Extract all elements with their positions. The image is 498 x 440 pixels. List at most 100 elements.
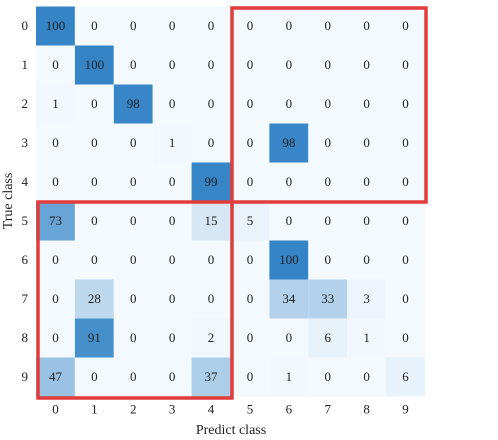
highlight-box	[230, 6, 428, 204]
cell-label: 0	[325, 57, 332, 72]
cell	[36, 162, 75, 202]
cell-label: 0	[52, 291, 59, 306]
cell	[113, 84, 153, 124]
cell	[152, 357, 192, 397]
cell-label: 47	[49, 369, 63, 384]
cell-label: 0	[91, 174, 98, 189]
y-tick-label: 7	[22, 291, 29, 306]
cell	[386, 318, 425, 358]
cell	[386, 123, 425, 163]
x-tick-label: 7	[325, 401, 332, 416]
cell	[269, 279, 309, 319]
cell-label: 100	[46, 18, 66, 33]
cell-label: 0	[363, 135, 370, 150]
x-tick-label: 4	[208, 401, 215, 416]
cell-label: 0	[169, 252, 176, 267]
x-tick-label: 5	[247, 401, 254, 416]
cell-label: 0	[402, 291, 409, 306]
y-tick-label: 4	[22, 174, 29, 189]
cell	[230, 45, 270, 85]
cell	[74, 45, 114, 85]
cell	[191, 240, 231, 280]
cell	[386, 6, 425, 46]
cell-label: 0	[402, 57, 409, 72]
cell	[113, 45, 153, 85]
x-axis-label: Predict class	[196, 423, 266, 438]
cell-label: 0	[286, 330, 293, 345]
cell-label: 0	[286, 213, 293, 228]
cell	[386, 45, 425, 85]
y-axis-label: True class	[1, 173, 16, 230]
cell	[347, 279, 387, 319]
cell	[269, 201, 309, 241]
cell	[308, 84, 348, 124]
cell	[308, 123, 348, 163]
cell-label: 0	[208, 18, 215, 33]
cell-label: 0	[286, 96, 293, 111]
cell	[308, 279, 348, 319]
x-tick-label: 1	[91, 401, 98, 416]
cell	[230, 240, 270, 280]
cell-label: 0	[325, 252, 332, 267]
cell-label: 0	[402, 174, 409, 189]
cell-label: 0	[169, 18, 176, 33]
cell	[230, 6, 270, 46]
cell	[36, 6, 75, 46]
cell-label: 3	[363, 291, 370, 306]
cell-label: 0	[363, 18, 370, 33]
cell	[152, 84, 192, 124]
cell	[269, 123, 309, 163]
cell-label: 0	[208, 252, 215, 267]
cell-label: 0	[325, 369, 332, 384]
cell-label: 33	[321, 291, 334, 306]
cell-label: 0	[363, 96, 370, 111]
cell-label: 0	[208, 291, 215, 306]
x-tick-label: 9	[402, 401, 409, 416]
cell-label: 0	[325, 96, 332, 111]
cell-label: 0	[325, 213, 332, 228]
cell	[230, 357, 270, 397]
x-tick-label: 8	[363, 401, 370, 416]
cell	[191, 6, 231, 46]
y-tick-label: 2	[22, 96, 29, 111]
highlight-boxes	[36, 6, 428, 400]
cell	[230, 201, 270, 241]
cell	[113, 240, 153, 280]
cell-label: 98	[127, 96, 140, 111]
cell	[191, 279, 231, 319]
cell	[152, 201, 192, 241]
cell-label: 0	[130, 291, 137, 306]
cell-label: 6	[402, 369, 409, 384]
cell	[347, 45, 387, 85]
cell-label: 0	[247, 252, 254, 267]
cell	[347, 318, 387, 358]
cell-label: 0	[91, 369, 98, 384]
cell	[36, 45, 75, 85]
cell	[347, 6, 387, 46]
cell-label: 0	[130, 213, 137, 228]
cell-label: 37	[205, 369, 219, 384]
cell	[191, 84, 231, 124]
cell	[347, 123, 387, 163]
x-tick-label: 6	[286, 401, 293, 416]
x-tick-label: 3	[169, 401, 176, 416]
cell-label: 0	[130, 57, 137, 72]
cell	[308, 357, 348, 397]
y-tick-label: 3	[22, 135, 29, 150]
cell-label: 0	[363, 174, 370, 189]
cell	[347, 84, 387, 124]
cell	[113, 357, 153, 397]
cell-label: 0	[363, 213, 370, 228]
y-tick-label: 6	[22, 252, 29, 267]
cell	[74, 357, 114, 397]
cell-label: 0	[325, 174, 332, 189]
cell	[36, 84, 75, 124]
y-tick-label: 9	[22, 369, 29, 384]
cell-label: 0	[91, 96, 98, 111]
cell	[347, 357, 387, 397]
cell	[386, 357, 425, 397]
highlight-box	[36, 200, 234, 400]
cell	[230, 84, 270, 124]
cell	[191, 318, 231, 358]
cell-label: 0	[402, 96, 409, 111]
